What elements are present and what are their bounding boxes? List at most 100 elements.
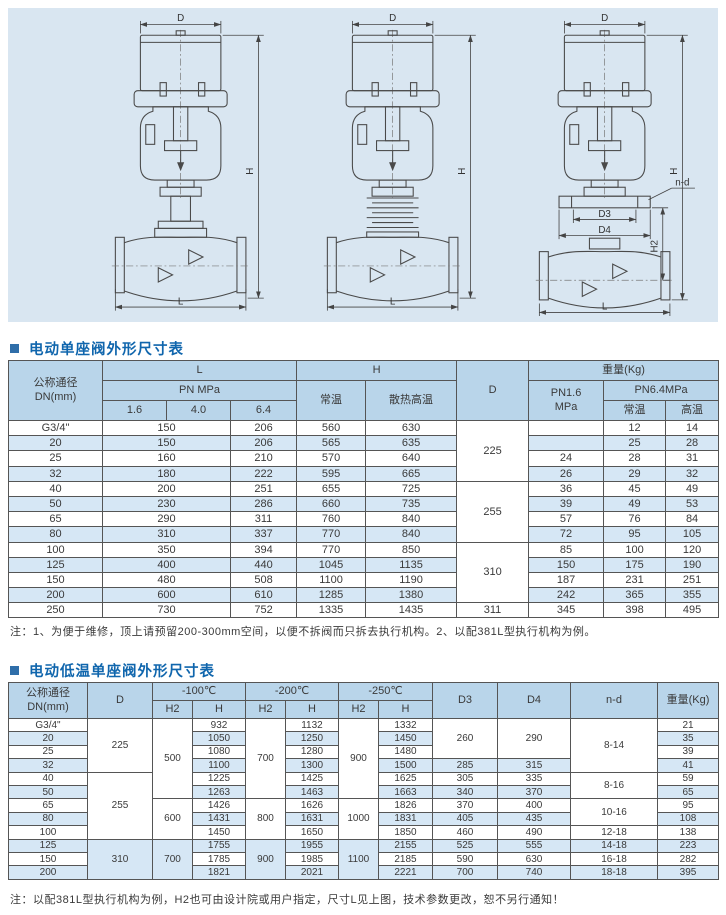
cell: 286 xyxy=(229,495,298,513)
cell: 1100 xyxy=(296,571,367,589)
cell: 28 xyxy=(603,450,667,467)
svg-text:H: H xyxy=(457,168,468,175)
header-cell: 4.0 xyxy=(166,400,231,421)
cell: 600 xyxy=(102,587,231,604)
cell: 200 xyxy=(102,480,231,497)
cell: 45 xyxy=(603,480,667,497)
cell: 1785 xyxy=(192,851,246,867)
cell: 200 xyxy=(8,865,88,880)
svg-text:L: L xyxy=(178,296,184,307)
header-cell: D4 xyxy=(497,682,571,719)
square-bullet-icon xyxy=(10,666,19,675)
cell: 251 xyxy=(229,480,298,497)
cell: 150 xyxy=(8,571,103,589)
cell: 350 xyxy=(102,541,231,558)
cell: 340 xyxy=(432,784,498,800)
cell: 2021 xyxy=(285,865,339,880)
cell: 26 xyxy=(528,465,605,482)
cell: 231 xyxy=(603,571,667,589)
cell: 840 xyxy=(365,526,458,543)
svg-text:D3: D3 xyxy=(598,209,611,220)
cell: 440 xyxy=(229,556,298,573)
cell: 20 xyxy=(8,435,103,452)
cell: 84 xyxy=(665,511,720,528)
cell: 32 xyxy=(665,465,720,482)
cell: 355 xyxy=(665,587,720,604)
cell: 175 xyxy=(603,556,667,573)
cell: 206 xyxy=(229,435,298,452)
section1-title: 电动单座阀外形尺寸表 xyxy=(10,338,184,359)
cell: 400 xyxy=(497,798,571,813)
cell: 105 xyxy=(665,526,720,543)
cell: 1045 xyxy=(296,556,367,573)
cell: 12-18 xyxy=(570,825,658,840)
cell: 660 xyxy=(296,495,367,513)
cell: 255 xyxy=(456,480,530,543)
cell: 120 xyxy=(665,541,720,558)
cell: 65 xyxy=(8,511,103,528)
cell: 150 xyxy=(8,851,88,867)
cell: 595 xyxy=(296,465,367,482)
cell: 310 xyxy=(456,541,530,604)
cell: 1100 xyxy=(338,838,379,880)
cell: 32 xyxy=(8,758,88,773)
table-row: 25 1080 1280 1480 39 xyxy=(8,744,719,760)
cell: 40 xyxy=(8,771,88,786)
header-cell: 重量(Kg) xyxy=(657,682,719,719)
header-cell: 高温 xyxy=(665,400,720,421)
cell: G3/4" xyxy=(8,717,88,733)
cell: 49 xyxy=(603,495,667,513)
cell: 125 xyxy=(8,556,103,573)
cell: 1250 xyxy=(285,731,339,746)
cell: 1332 xyxy=(378,717,433,733)
cell: 150 xyxy=(528,556,605,573)
cell: 160 xyxy=(102,450,231,467)
section1-note: 注：1、为便于维修，顶上请预留200-300mm空间，以便不拆阀而只拆去执行机构… xyxy=(10,626,596,638)
header-cell: H xyxy=(285,700,339,719)
header-cell: PN MPa xyxy=(101,380,298,401)
cell: 14 xyxy=(665,419,720,437)
cell: 8-14 xyxy=(570,718,658,773)
cell: 50 xyxy=(8,784,88,800)
cell: 72 xyxy=(528,526,605,543)
header-cell: 常温 xyxy=(296,380,367,421)
svg-text:H: H xyxy=(245,168,256,175)
table-row: 50 230 286 660 735 39 49 53 xyxy=(8,495,720,513)
header-row: 公称通径 DN(mm) D -100℃ -200℃ -250℃ D3 D4 n-d 重量(Kg) xyxy=(8,682,719,719)
header-cell: H2 xyxy=(338,700,379,719)
cell: 635 xyxy=(365,435,458,452)
cell: 490 xyxy=(497,825,571,840)
cell: 370 xyxy=(432,798,498,813)
cell: 80 xyxy=(8,526,103,543)
cell: 1263 xyxy=(192,784,246,800)
cell: 222 xyxy=(229,465,298,482)
cell: 525 xyxy=(432,838,498,853)
cell: 100 xyxy=(8,541,103,558)
cell: 1426 xyxy=(192,798,246,813)
header-cell: 常温 xyxy=(603,400,667,421)
table-row: 100 350 394 770 850 310 85 100 120 xyxy=(8,541,720,604)
cell: 18-18 xyxy=(570,865,658,880)
cell: 225 xyxy=(87,718,153,773)
cell: 14-18 xyxy=(570,838,658,853)
table-row: G3/4" 225 500 932 700 1132 900 1332 260 290 8-14 21 xyxy=(8,717,719,800)
cell: 560 xyxy=(296,419,367,437)
cell: 2185 xyxy=(378,851,433,867)
cell: 1663 xyxy=(378,784,433,800)
cell: 138 xyxy=(657,825,719,840)
cell: 12 xyxy=(603,419,667,437)
table-row: G3/4" 150 206 560 630 225 12 14 xyxy=(8,419,720,482)
cell: 1380 xyxy=(365,587,458,604)
cell: 665 xyxy=(365,465,458,482)
header-row: H2 H H2 H H2 H xyxy=(9,700,719,719)
cell: 508 xyxy=(229,571,298,589)
cell: 1985 xyxy=(285,851,339,867)
cell: 900 xyxy=(338,717,379,800)
header-cell: H xyxy=(378,700,433,719)
cell: 223 xyxy=(657,838,719,853)
cell: 1300 xyxy=(285,758,339,773)
cell: 242 xyxy=(528,587,605,604)
cell: 770 xyxy=(296,541,367,558)
